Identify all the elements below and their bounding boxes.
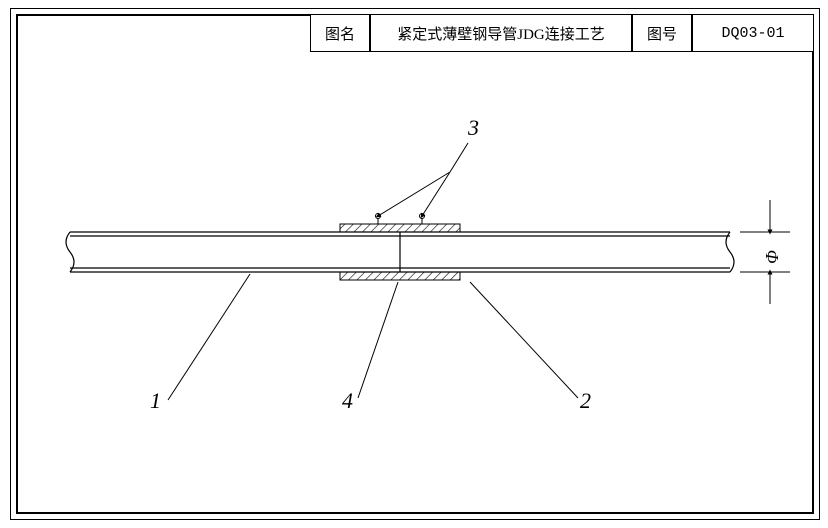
callout-1: 1 bbox=[150, 388, 161, 414]
callout-2-text: 2 bbox=[580, 388, 591, 413]
callout-2: 2 bbox=[580, 388, 591, 414]
set-screws bbox=[376, 214, 425, 225]
drawing-canvas: Φ bbox=[0, 0, 828, 528]
callout-4: 4 bbox=[342, 388, 353, 414]
callout-3: 3 bbox=[468, 115, 479, 141]
callout-4-text: 4 bbox=[342, 388, 353, 413]
pipe bbox=[66, 232, 734, 272]
callout-1-text: 1 bbox=[150, 388, 161, 413]
callout-3-text: 3 bbox=[468, 115, 479, 140]
diameter-symbol: Φ bbox=[762, 250, 782, 264]
